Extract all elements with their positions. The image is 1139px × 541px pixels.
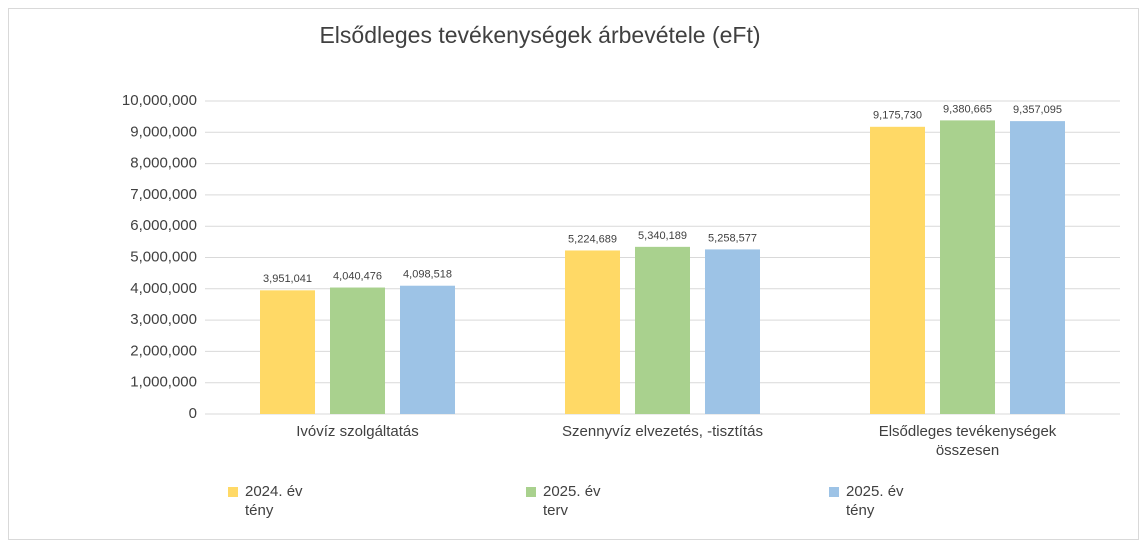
legend-swatch (228, 487, 238, 497)
legend-label: 2024. év tény (245, 483, 303, 519)
x-tick-label: Szennyvíz elvezetés, -tisztítás (562, 423, 763, 440)
bar (400, 285, 455, 414)
y-tick-label: 1,000,000 (130, 374, 197, 391)
x-tick-label: Ivóvíz szolgáltatás (296, 423, 419, 440)
y-tick-label: 9,000,000 (130, 123, 197, 140)
bar (565, 250, 620, 414)
y-tick-label: 0 (189, 405, 197, 422)
data-label: 5,224,689 (568, 233, 617, 245)
data-label: 9,357,095 (1013, 104, 1062, 116)
bar (635, 246, 690, 414)
y-tick-label: 4,000,000 (130, 280, 197, 297)
legend-label: 2025. év tény (846, 483, 904, 519)
data-label: 4,098,518 (403, 269, 452, 281)
bar (870, 126, 925, 414)
data-label: 5,340,189 (638, 230, 687, 242)
data-label: 4,040,476 (333, 270, 382, 282)
y-tick-label: 6,000,000 (130, 217, 197, 234)
legend-swatch (526, 487, 536, 497)
data-label: 9,175,730 (873, 110, 922, 122)
data-label: 9,380,665 (943, 103, 992, 115)
data-label: 5,258,577 (708, 232, 757, 244)
y-tick-label: 2,000,000 (130, 342, 197, 359)
chart-title: Elsődleges tevékenységek árbevétele (eFt… (319, 22, 760, 48)
legend-label: 2025. év terv (543, 483, 601, 519)
y-tick-label: 8,000,000 (130, 155, 197, 172)
bar (260, 290, 315, 414)
bar (1010, 121, 1065, 414)
bar (330, 287, 385, 414)
legend-swatch (829, 487, 839, 497)
bar (940, 120, 995, 414)
y-tick-label: 3,000,000 (130, 311, 197, 328)
data-label: 3,951,041 (263, 273, 312, 285)
y-tick-label: 7,000,000 (130, 186, 197, 203)
y-tick-label: 10,000,000 (122, 92, 197, 109)
bar (705, 249, 760, 414)
y-tick-label: 5,000,000 (130, 248, 197, 265)
x-tick-label: Elsődleges tevékenységek összesen (878, 423, 1057, 459)
